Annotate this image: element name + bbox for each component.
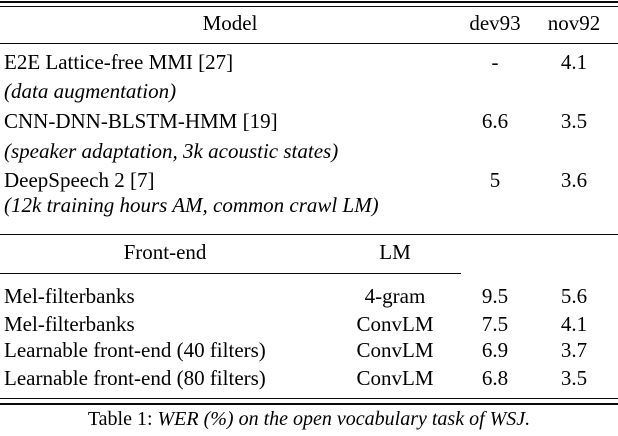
mid-section-rule [0, 233, 618, 235]
header-rule [0, 43, 618, 45]
dev93-value: 6.6 [481, 109, 509, 133]
frontend-name: Mel-filterbanks [4, 312, 135, 336]
column-header-nov92: nov92 [547, 11, 601, 35]
model-note: (12k training hours AM, common crawl LM) [4, 193, 379, 217]
table-row-note: (12k training hours AM, common crawl LM) [0, 193, 618, 217]
dev93-value: 7.5 [481, 312, 509, 336]
dev93-value: 5 [489, 168, 501, 192]
lm-value: ConvLM [356, 366, 434, 390]
table-caption-label: Table 1: [87, 408, 158, 430]
model-note: (data augmentation) [4, 79, 177, 103]
table-row-note: (data augmentation) [0, 79, 618, 103]
table-row: CNN-DNN-BLSTM-HMM [19] 6.6 3.5 [0, 109, 618, 133]
model-name: CNN-DNN-BLSTM-HMM [19] [4, 109, 278, 133]
nov92-value: 4.1 [560, 312, 588, 336]
nov92-value: 5.6 [560, 284, 588, 308]
dev93-value: 9.5 [481, 284, 509, 308]
dev93-value: - [491, 50, 499, 74]
column-header-lm: LM [379, 240, 411, 264]
column-header-model: Model [202, 11, 258, 35]
frontend-name: Learnable front-end (40 filters) [4, 338, 266, 362]
table-header-row: Model dev93 nov92 [0, 11, 618, 35]
table-row-note: (speaker adaptation, 3k acoustic states) [0, 139, 618, 163]
bottom-rule-outer [0, 402, 618, 405]
table-row: Learnable front-end (80 filters) ConvLM … [0, 366, 618, 390]
column-header-dev93: dev93 [469, 11, 521, 35]
table-caption-text: WER (%) on the open vocabulary task of W… [157, 408, 531, 430]
top-rule-outer [0, 0, 618, 3]
lm-value: ConvLM [356, 338, 434, 362]
table-row: Mel-filterbanks 4-gram 9.5 5.6 [0, 284, 618, 308]
table-row: Learnable front-end (40 filters) ConvLM … [0, 338, 618, 362]
lm-value: 4-gram [364, 284, 426, 308]
table-caption: Table 1: WER (%) on the open vocabulary … [0, 406, 618, 432]
table-row: Mel-filterbanks ConvLM 7.5 4.1 [0, 312, 618, 336]
subheader-partial-rule [0, 272, 461, 274]
dev93-value: 6.8 [481, 366, 509, 390]
model-name: E2E Lattice-free MMI [27] [4, 50, 234, 74]
nov92-value: 3.7 [560, 338, 588, 362]
nov92-value: 3.5 [560, 366, 588, 390]
lm-value: ConvLM [356, 312, 434, 336]
frontend-name: Learnable front-end (80 filters) [4, 366, 266, 390]
top-rule-inner [0, 5, 618, 8]
bottom-rule-inner [0, 398, 618, 400]
frontend-name: Mel-filterbanks [4, 284, 135, 308]
model-note: (speaker adaptation, 3k acoustic states) [4, 139, 339, 163]
dev93-value: 6.9 [481, 338, 509, 362]
nov92-value: 3.5 [560, 109, 588, 133]
model-name: DeepSpeech 2 [7] [4, 168, 155, 192]
nov92-value: 3.6 [560, 168, 588, 192]
nov92-value: 4.1 [560, 50, 588, 74]
column-header-frontend: Front-end [123, 240, 207, 264]
table-subheader-row: Front-end LM [0, 240, 618, 264]
table-row: DeepSpeech 2 [7] 5 3.6 [0, 168, 618, 192]
table-row: E2E Lattice-free MMI [27] - 4.1 [0, 50, 618, 74]
